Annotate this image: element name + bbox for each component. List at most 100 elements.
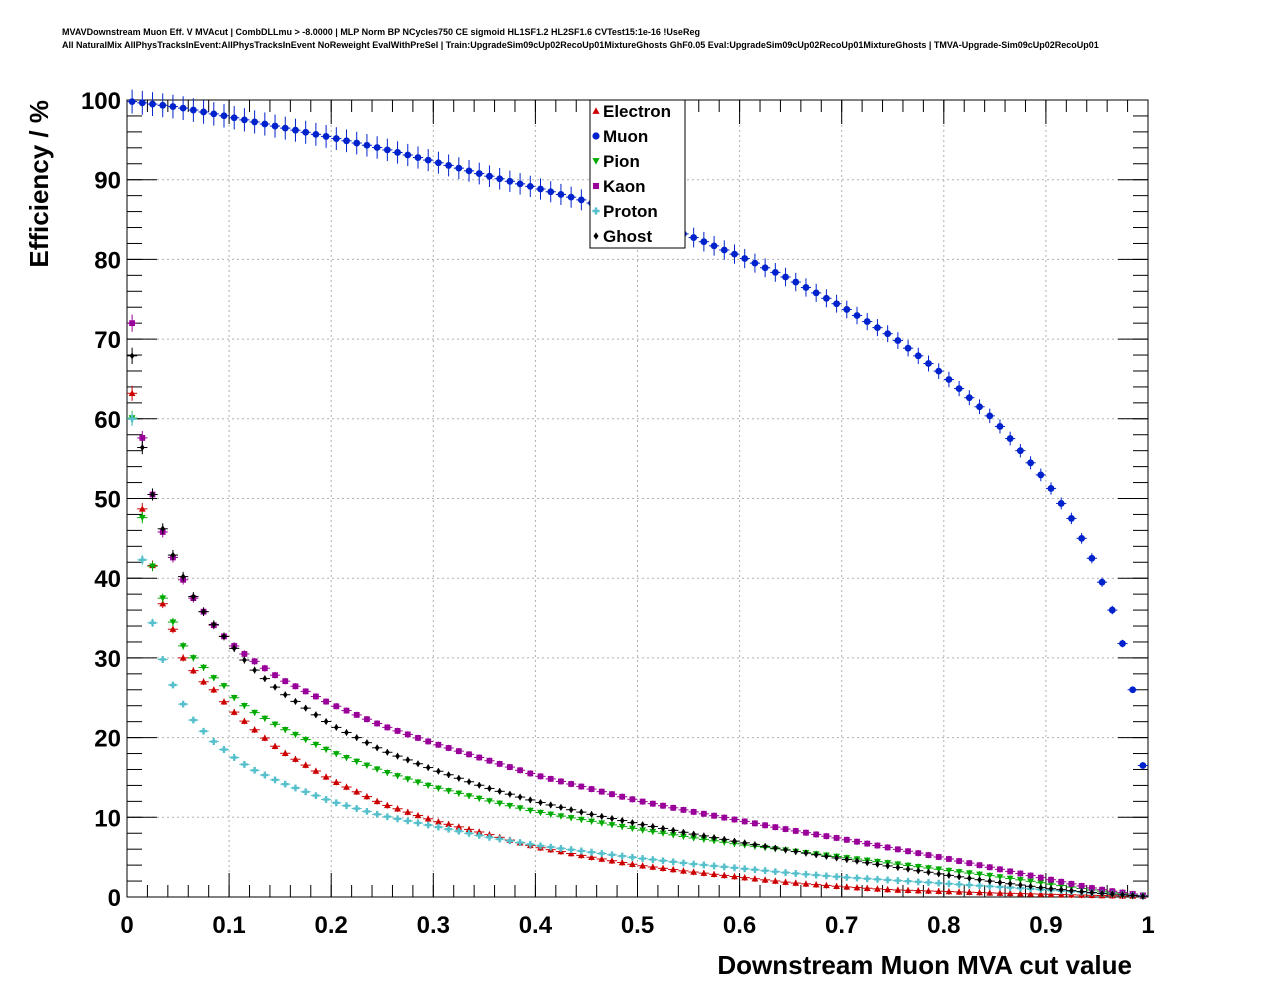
pion-point [588, 818, 595, 825]
muon-point [312, 130, 320, 138]
electron-point [976, 889, 983, 896]
kaon-point [568, 781, 575, 787]
proton-point [496, 835, 504, 843]
electron-point [731, 873, 738, 880]
pion-point [965, 870, 973, 877]
proton-point [720, 863, 728, 871]
kaon-point [1058, 878, 1065, 885]
pion-point [322, 746, 330, 753]
electron-point [281, 749, 289, 757]
muon-point [802, 284, 810, 291]
kaon-point [527, 770, 534, 777]
kaon-point [588, 786, 595, 792]
ghost-point [446, 771, 451, 779]
muon-point [904, 344, 912, 352]
electron-point [455, 823, 463, 830]
pion-point [179, 643, 187, 650]
muon-point [159, 101, 167, 109]
proton-point [833, 873, 840, 881]
proton-point [588, 848, 595, 856]
electron-point [567, 850, 575, 857]
proton-point [976, 882, 983, 890]
electron-point [128, 389, 136, 397]
data-series [127, 89, 1148, 900]
ghost-point [160, 525, 166, 533]
kaon-point [353, 711, 360, 718]
legend-label-pion: Pion [603, 152, 640, 171]
proton-point [914, 878, 922, 886]
proton-point [822, 872, 830, 880]
proton-point [710, 862, 718, 870]
proton-point [230, 754, 238, 761]
legend: Electron Muon Pion Kaon Proton Ghost [589, 99, 686, 249]
ghost-point [231, 644, 237, 652]
muon-point [741, 255, 749, 262]
muon-point [945, 376, 953, 383]
legend-marker-kaon [592, 182, 600, 190]
ghost-point [834, 854, 839, 862]
electron-point [914, 887, 922, 894]
muon-point [281, 124, 289, 132]
pion-point [925, 865, 932, 872]
kaon-point [700, 810, 707, 817]
kaon-point [690, 808, 697, 815]
legend-label-ghost: Ghost [603, 227, 652, 246]
pion-point [159, 595, 167, 602]
y-tick-label: 0 [108, 885, 121, 912]
series-kaon [127, 314, 1148, 899]
kaon-point [986, 864, 993, 871]
kaon-point [935, 854, 942, 860]
proton-point [220, 746, 228, 753]
kaon-point [854, 838, 860, 845]
x-tick-label: 1 [1141, 912, 1154, 939]
muon-point [210, 110, 218, 118]
ghost-point [395, 752, 400, 760]
ghost-point [885, 862, 891, 870]
ghost-point [190, 593, 196, 600]
kaon-point [752, 820, 758, 827]
muon-point [853, 312, 861, 319]
electron-point [894, 886, 902, 893]
ghost-point [915, 867, 921, 875]
muon-point [690, 234, 698, 241]
electron-point [802, 880, 810, 887]
muon-point [884, 330, 892, 338]
ghost-point [936, 870, 942, 878]
ghost-point [1028, 882, 1033, 890]
proton-point [241, 761, 248, 768]
kaon-point [1088, 885, 1095, 891]
pion-point [618, 823, 626, 831]
kaon-point [374, 720, 381, 727]
muon-point [292, 126, 299, 134]
electron-point [445, 820, 453, 828]
electron-point [669, 866, 677, 873]
electron-point [475, 828, 483, 835]
kaon-point [343, 707, 350, 714]
kaon-point [486, 757, 493, 764]
kaon-point [578, 783, 585, 790]
electron-point [1027, 890, 1034, 897]
kaon-point [619, 793, 626, 800]
proton-point [618, 852, 626, 860]
ghost-point [507, 790, 513, 798]
ghost-point [476, 781, 482, 789]
pion-point [955, 869, 963, 876]
electron-point [853, 884, 861, 891]
kaon-point [894, 846, 901, 853]
pion-point [1037, 880, 1045, 887]
electron-point [1037, 890, 1045, 897]
pion-point [516, 805, 524, 812]
pion-point [945, 867, 953, 874]
kaon-point [241, 651, 248, 657]
kaon-point [547, 775, 554, 782]
proton-point [526, 840, 534, 848]
proton-point [669, 858, 677, 866]
pion-point [261, 715, 269, 722]
muon-point [169, 103, 177, 110]
proton-point [874, 875, 881, 883]
pion-point [1016, 877, 1024, 884]
pion-point [700, 836, 708, 843]
ghost-point [252, 666, 258, 674]
muon-point [149, 100, 156, 108]
proton-point [486, 833, 493, 841]
